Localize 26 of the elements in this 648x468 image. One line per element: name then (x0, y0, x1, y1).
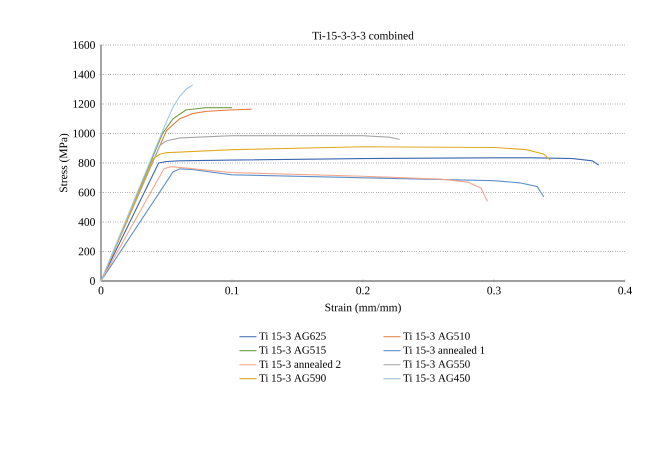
legend-label: Ti 15-3 AG515 (259, 346, 326, 354)
x-tick-label: 0 (98, 286, 104, 294)
legend-label: Ti 15-3 AG550 (403, 360, 470, 368)
y-tick-label: 1200 (73, 100, 95, 108)
x-tick-label: 0.4 (618, 286, 632, 294)
x-axis-title: Strain (mm/mm) (325, 303, 401, 314)
y-tick-label: 200 (78, 248, 95, 256)
legend-label: Ti 15-3 AG450 (403, 374, 470, 382)
legend-label: Ti 15-3 AG510 (403, 332, 470, 340)
y-tick-label: 600 (78, 188, 95, 196)
chart-title: Ti-15-3-3-3 combined (312, 31, 414, 40)
x-tick-label: 0.2 (356, 286, 370, 294)
legend-label: Ti 15-3 AG625 (259, 332, 326, 340)
x-tick-label: 0.1 (225, 286, 238, 294)
y-tick-label: 0 (90, 277, 95, 285)
legend-label: Ti 15-3 annealed 1 (403, 346, 484, 354)
y-tick-label: 1000 (73, 130, 95, 138)
y-tick-label: 1400 (73, 70, 95, 78)
y-tick-label: 400 (78, 218, 95, 226)
y-tick-label: 800 (78, 159, 95, 167)
legend-label: Ti 15-3 AG590 (259, 374, 326, 382)
line-series (100, 84, 194, 282)
y-axis-title: Stress (MPa) (59, 134, 70, 192)
legend-label: Ti 15-3 annealed 2 (259, 360, 340, 368)
y-tick-label: 1600 (73, 41, 95, 49)
x-tick-label: 0.3 (487, 286, 501, 294)
